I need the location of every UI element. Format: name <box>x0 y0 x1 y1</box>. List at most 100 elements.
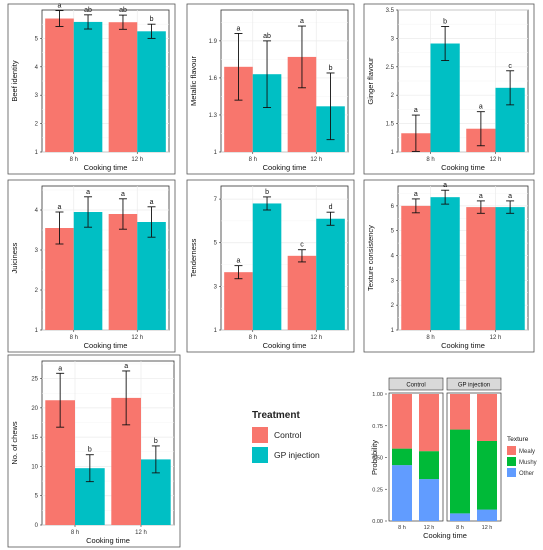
significance-letter: a <box>150 199 154 206</box>
y-tick-label: 4 <box>35 208 39 214</box>
y-tick-label: 0.25 <box>372 487 383 493</box>
significance-letter: b <box>443 18 447 25</box>
bar-control-8h <box>401 205 431 330</box>
y-tick-label: 5 <box>391 229 395 235</box>
y-tick-label: 10 <box>31 464 38 470</box>
bar-gp-12h <box>137 222 166 330</box>
legend-label-gp-injection: GP injection <box>274 450 320 460</box>
y-tick-label: 3.5 <box>386 8 395 14</box>
chart-panel-8: 0.00 0.25 0.50 0.75 1.00 Control 8 h 12 h GP inj… <box>370 377 537 540</box>
y-axis-title: Juiciness <box>10 242 19 273</box>
y-tick-label: 2 <box>391 303 395 309</box>
x-tick-label: 8 h <box>249 157 257 163</box>
stack-segment-other <box>392 465 412 521</box>
x-axis-title: Cooking time <box>84 341 128 350</box>
x-axis-title: Cooking time <box>263 163 307 172</box>
facet-strip-label: GP injection <box>458 383 490 389</box>
legend-title: Treatment <box>252 410 300 421</box>
y-tick-label: 5 <box>214 241 218 247</box>
bar-gp-8h <box>73 21 103 153</box>
significance-letter: a <box>300 18 304 25</box>
y-tick-label: 1 <box>35 328 39 334</box>
significance-letter: b <box>329 65 333 72</box>
y-tick-label: 1 <box>391 328 395 334</box>
texture-legend-label: Mealy <box>519 449 535 455</box>
x-tick-label: 8 h <box>456 525 464 531</box>
y-tick-label: 2.5 <box>386 65 395 71</box>
facet-strip <box>388 377 444 391</box>
significance-letter: b <box>88 447 92 454</box>
stack-segment-other <box>477 509 497 521</box>
x-axis-title: Cooking time <box>441 163 485 172</box>
y-tick-label: 6 <box>391 204 395 210</box>
y-tick-label: 1.6 <box>209 76 218 82</box>
bar-control-8h <box>224 272 253 330</box>
y-axis-title: No. of chews <box>10 421 19 465</box>
x-axis-title: Cooking time <box>84 163 128 172</box>
y-axis-title: Texture consistency <box>366 225 375 291</box>
texture-legend-swatch <box>507 468 516 477</box>
significance-letter: ab <box>263 33 271 40</box>
legend-swatch-control <box>252 427 268 443</box>
significance-letter: a <box>58 204 62 211</box>
stack-segment-mealy <box>392 394 412 449</box>
significance-letter: a <box>237 25 241 32</box>
legend-label-control: Control <box>274 430 302 440</box>
y-tick-label: 2 <box>35 288 39 294</box>
y-tick-label: 20 <box>31 406 38 412</box>
y-tick-label: 1 <box>214 328 218 334</box>
x-axis-title: Cooking time <box>441 341 485 350</box>
bar-gp-8h <box>73 212 103 330</box>
legend-swatch-gp-injection <box>252 447 268 463</box>
y-tick-label: 3 <box>391 36 395 42</box>
significance-letter: b <box>154 438 158 445</box>
y-axis-title: Ginger flavour <box>366 57 375 105</box>
y-tick-label: 3 <box>214 284 218 290</box>
x-tick-label: 12 h <box>490 335 502 341</box>
bar-gp-12h <box>495 207 525 330</box>
texture-legend-swatch <box>507 457 516 466</box>
significance-letter: b <box>265 189 269 196</box>
bar-control-8h <box>45 228 74 330</box>
stack-segment-other <box>419 479 439 521</box>
x-axis-title: Cooking time <box>263 341 307 350</box>
stack-segment-mealy <box>419 394 439 452</box>
y-axis-title: Metallic flavour <box>189 55 198 106</box>
y-tick-label: 0.00 <box>372 519 383 525</box>
significance-letter: c <box>508 63 512 70</box>
x-tick-label: 12 h <box>424 525 435 531</box>
stack-segment-mushy <box>392 448 412 466</box>
significance-letter: a <box>124 363 128 370</box>
y-tick-label: 4 <box>391 254 395 260</box>
significance-letter: a <box>121 191 125 198</box>
significance-letter: a <box>237 258 241 265</box>
bar-gp-12h <box>316 218 345 330</box>
chart-panel-3: 1 1.5 2 2.5 3 3.5 a b 8 h a c 12 h Cooking time Ginge… <box>363 3 535 175</box>
x-tick-label: 8 h <box>70 157 78 163</box>
stack-segment-mealy <box>450 394 470 430</box>
x-tick-label: 12 h <box>490 157 502 163</box>
bar-control-8h <box>45 18 74 152</box>
y-tick-label: 1.5 <box>386 122 395 128</box>
y-tick-label: 1 <box>214 150 218 156</box>
chart-panel-7: 0 5 10 15 20 25 a b 8 h a b 12 h Cooking time No. of … <box>7 354 181 548</box>
y-tick-label: 5 <box>35 36 39 42</box>
bar-gp-8h <box>252 203 282 330</box>
y-tick-label: 0.50 <box>372 456 383 462</box>
bar-control-12h <box>287 255 317 330</box>
y-tick-label: 7 <box>214 197 218 203</box>
texture-legend-title: Texture <box>507 436 529 443</box>
x-tick-label: 8 h <box>249 335 257 341</box>
significance-letter: d <box>329 204 333 211</box>
significance-letter: a <box>86 189 90 196</box>
x-tick-label: 12 h <box>131 157 143 163</box>
y-tick-label: 1.00 <box>372 392 383 398</box>
significance-letter: a <box>479 193 483 200</box>
x-axis-title: Cooking time <box>423 531 467 540</box>
bar-gp-8h <box>430 197 460 330</box>
y-tick-label: 1.9 <box>209 39 218 45</box>
texture-legend-label: Mushy <box>519 460 537 466</box>
